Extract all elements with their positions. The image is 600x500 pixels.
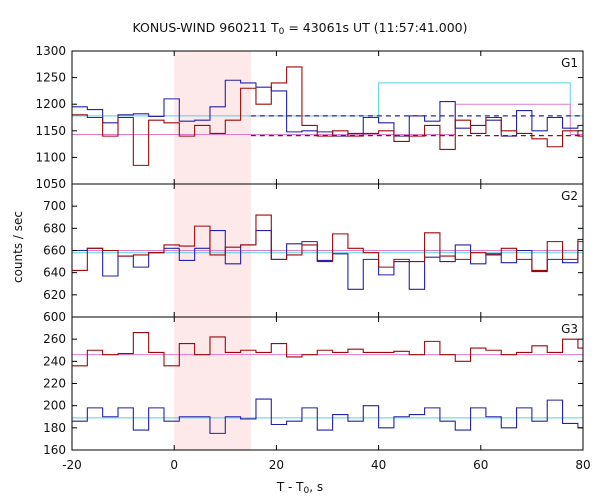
series-red-step <box>72 331 583 367</box>
y-tick-label: 160 <box>43 443 66 457</box>
panel-g1-plot <box>72 66 583 166</box>
y-tick-label: 220 <box>43 377 66 391</box>
x-axis-label: T - T0, s <box>0 480 600 496</box>
y-tick-label: 260 <box>43 332 66 346</box>
y-tick-label: 1250 <box>35 71 66 85</box>
series-blue-step <box>72 230 583 290</box>
series-blue-step <box>72 79 583 137</box>
x-tick-label: 80 <box>575 458 590 472</box>
x-tick-label: -20 <box>62 458 82 472</box>
y-tick-label: 600 <box>43 310 66 324</box>
panel-g2-plot <box>72 214 583 290</box>
title-sub: 0 <box>278 27 285 37</box>
series-blue-step <box>72 398 583 434</box>
y-tick-label: 1150 <box>35 124 66 138</box>
y-tick-label: 1300 <box>35 44 66 58</box>
y-axis-label: counts / sec <box>11 211 25 284</box>
xlabel-sub: 0 <box>303 486 310 496</box>
panel-label-g3: G3 <box>561 322 578 336</box>
y-tick-label: 1050 <box>35 177 66 191</box>
x-tick-label: 0 <box>170 458 178 472</box>
panel-label-g2: G2 <box>561 189 578 203</box>
y-tick-label: 1200 <box>35 97 66 111</box>
y-tick-label: 660 <box>43 244 66 258</box>
panel-g3-plot <box>72 331 583 434</box>
x-tick-label: 60 <box>473 458 488 472</box>
y-tick-label: 240 <box>43 354 66 368</box>
xlabel-post: , s <box>309 480 324 494</box>
panel-label-g1: G1 <box>561 56 578 70</box>
x-tick-label: 40 <box>371 458 386 472</box>
series-red-step <box>72 214 583 271</box>
y-tick-label: 700 <box>43 199 66 213</box>
series-red-step <box>72 66 583 166</box>
title-pre: KONUS-WIND 960211 T <box>132 20 279 35</box>
chart-title: KONUS-WIND 960211 T0 = 43061s UT (11:57:… <box>0 20 600 37</box>
y-tick-label: 620 <box>43 288 66 302</box>
title-post: = 43061s UT (11:57:41.000) <box>284 20 468 35</box>
y-tick-label: 200 <box>43 399 66 413</box>
fit-curve-pink <box>72 103 583 136</box>
y-tick-label: 640 <box>43 266 66 280</box>
y-tick-label: 180 <box>43 421 66 435</box>
y-tick-label: 1100 <box>35 150 66 164</box>
y-tick-label: 680 <box>43 221 66 235</box>
x-tick-label: 20 <box>269 458 284 472</box>
xlabel-pre: T - T <box>276 480 304 494</box>
